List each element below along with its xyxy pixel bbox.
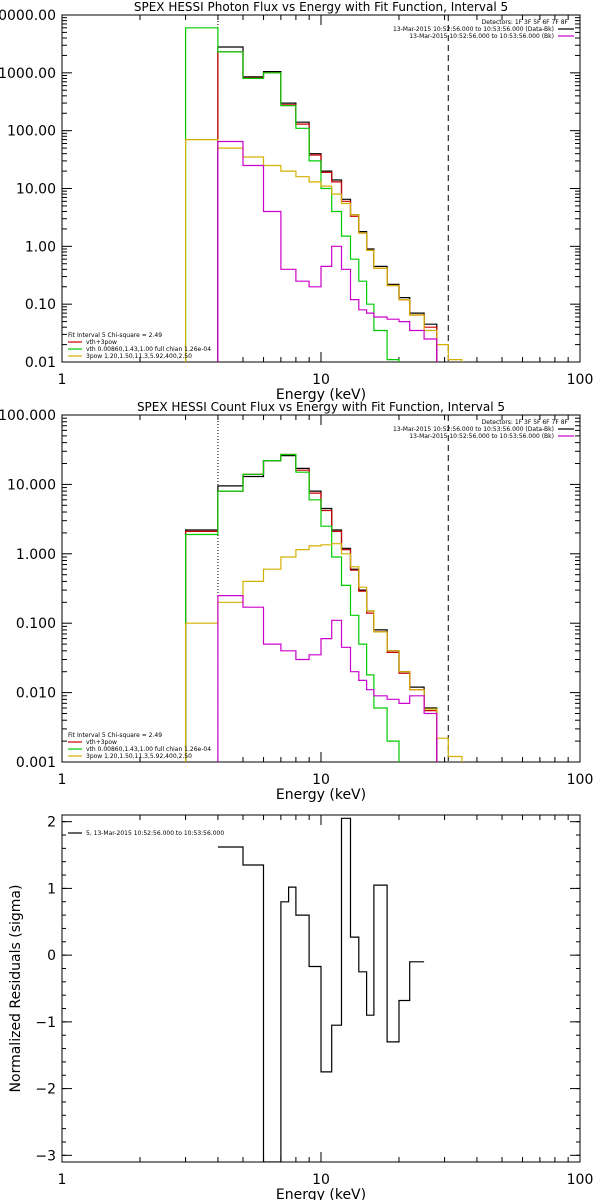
header-line: Detectors: 1F 3F 5F 6F 7F 8F	[482, 419, 569, 426]
y-tick-label: 0.010	[16, 686, 56, 702]
legend-entry: 3pow 1.20,1.50,11.3,5.92,400,2.50	[86, 353, 192, 360]
series-bk-step	[217, 595, 438, 762]
y-tick-label: 100.00	[7, 124, 56, 140]
x-tick-label: 10	[312, 1172, 330, 1188]
x-tick-label: 100	[567, 372, 594, 388]
y-tick-label: 100.000	[0, 408, 56, 424]
series-vth-step	[185, 453, 400, 762]
legend-entry: vth+3pow	[86, 339, 117, 346]
y-tick-label: 2	[47, 815, 56, 831]
x-tick-label: 1	[58, 372, 67, 388]
y-tick-label: 10.00	[16, 182, 56, 198]
y-tick-label: 1.000	[16, 547, 56, 563]
y-tick-label: 0.10	[25, 297, 56, 313]
chart-panel-3: 1 10 100 Energy (keV) −3 −2 −1 0 1 2 Normalized Re…	[8, 814, 594, 1200]
plot-area	[185, 415, 463, 762]
y-tick-label: 0.01	[25, 355, 56, 371]
legend-entry: Fit Interval 5 Chi-square = 2.49	[68, 332, 162, 339]
y-tick-label: −3	[35, 1148, 56, 1164]
series-vth-step	[185, 27, 400, 362]
legend-entry: Fit Interval 5 Chi-square = 2.49	[68, 732, 162, 739]
header-line: 13-Mar-2015 10:52:56.000 to 10:53:56.000…	[409, 33, 554, 40]
plot-area	[185, 15, 463, 362]
x-axis-label: Energy (keV)	[276, 787, 366, 803]
y-axis-label: Normalized Residuals (sigma)	[8, 885, 24, 1093]
x-axis-label: Energy (keV)	[276, 1187, 366, 1200]
legend-entry: vth 0.00860,1.43,1.00 full chian 1.26e-0…	[86, 346, 211, 353]
chart-title: SPEX HESSI Photon Flux vs Energy with Fi…	[134, 0, 508, 14]
x-tick-label: 100	[567, 1172, 594, 1188]
legend-entry: vth 0.00860,1.43,1.00 full chian 1.26e-0…	[86, 746, 211, 753]
series-vth-3pow-step	[185, 453, 438, 762]
header-line: 13-Mar-2015 10:52:56.000 to 10:53:56.000…	[393, 26, 554, 33]
y-tick-label: −1	[35, 1015, 56, 1031]
series-3pow-step	[185, 543, 463, 762]
chart-panel-1: SPEX HESSI Photon Flux vs Energy with Fi…	[0, 0, 593, 403]
x-tick-label: 10	[312, 772, 330, 788]
y-tick-label: 0.001	[16, 755, 56, 771]
legend-entry: 3pow 1.20,1.50,11.3,5.92,400,2.50	[86, 753, 192, 760]
header-line: Detectors: 1F 3F 5F 6F 7F 8F	[482, 19, 569, 26]
plot-frame	[61, 414, 581, 763]
series-data-bk-step	[185, 455, 438, 762]
y-tick-label: −2	[35, 1082, 56, 1098]
chart-panel-2: SPEX HESSI Count Flux vs Energy with Fit…	[0, 400, 593, 803]
legend-entry: 5, 13-Mar-2015 10:52:56.000 to 10:53:56.…	[86, 830, 224, 837]
y-tick-label: 1.00	[25, 239, 56, 255]
series-data-bk-step	[217, 46, 438, 362]
series-bk-step	[217, 140, 438, 362]
legend-entry: vth+3pow	[86, 739, 117, 746]
series-3pow-step	[185, 139, 463, 362]
y-tick-label: 0	[47, 948, 56, 964]
y-tick-label: 10000.00	[0, 8, 56, 24]
header-line: 13-Mar-2015 10:52:56.000 to 10:53:56.000…	[409, 433, 554, 440]
y-tick-label: 0.100	[16, 616, 56, 632]
x-axis-label: Energy (keV)	[276, 387, 366, 403]
y-tick-label: 1000.00	[0, 66, 56, 82]
x-tick-label: 1	[58, 1172, 67, 1188]
chart-title: SPEX HESSI Count Flux vs Energy with Fit…	[137, 400, 505, 414]
y-tick-label: 10.000	[7, 477, 56, 493]
series-vth-3pow-step	[217, 51, 438, 362]
plot-area	[217, 817, 425, 1162]
x-tick-label: 1	[58, 772, 67, 788]
x-tick-label: 10	[312, 372, 330, 388]
header-line: 13-Mar-2015 10:52:56.000 to 10:53:56.000…	[393, 426, 554, 433]
x-tick-label: 100	[567, 772, 594, 788]
y-tick-label: 1	[47, 881, 56, 897]
series-residuals-step	[217, 817, 425, 1162]
